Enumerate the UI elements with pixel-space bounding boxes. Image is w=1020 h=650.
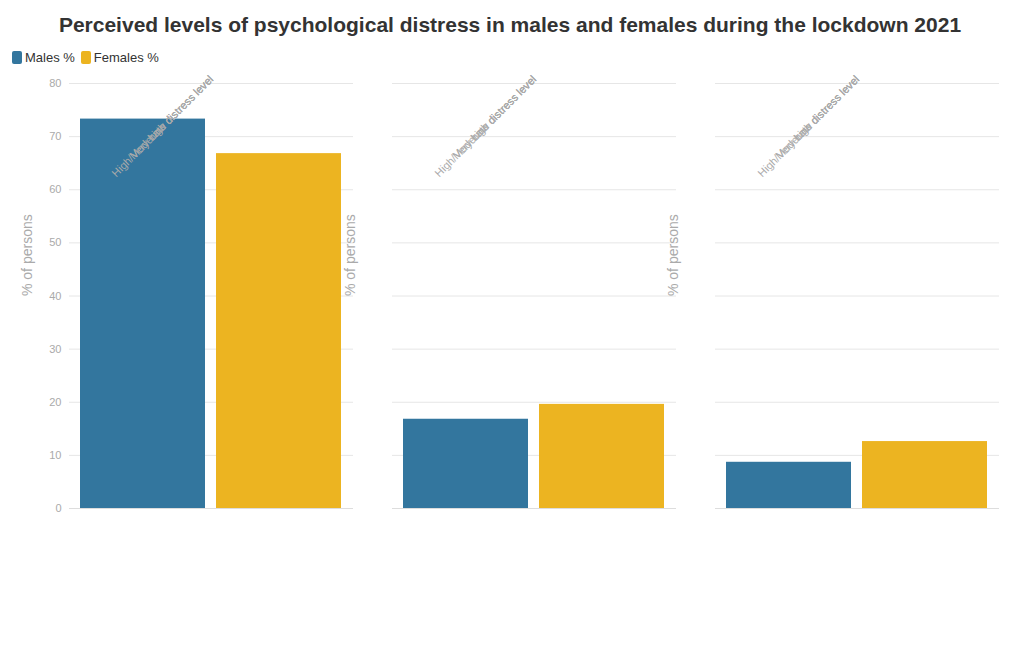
svg-text:70: 70 [49, 130, 61, 142]
svg-text:20: 20 [49, 396, 61, 408]
svg-text:50: 50 [49, 236, 61, 248]
svg-text:60: 60 [49, 183, 61, 195]
svg-text:Moderate distress level: Moderate distress level [126, 72, 216, 162]
svg-text:Low distress level: Low distress level [468, 72, 539, 143]
svg-text:High/Very high distress level: High/Very high distress level [109, 73, 215, 179]
html-text:Females %: Females % [93, 49, 159, 65]
svg-text:% of persons: % of persons [665, 214, 681, 296]
html-text:Perceived levels of psychologi: Perceived levels of psychological distre… [58, 13, 962, 36]
svg-text:30: 30 [49, 343, 61, 355]
svg-text:Low distress level: Low distress level [791, 72, 862, 143]
svg-text:High/Very high distress level: High/Very high distress level [755, 73, 861, 179]
html-text:Males %: Males % [25, 49, 75, 65]
svg-text:80: 80 [49, 77, 61, 89]
svg-text:% of persons: % of persons [19, 214, 35, 296]
svg-text:0: 0 [55, 502, 61, 514]
svg-text:Moderate distress level: Moderate distress level [449, 72, 539, 162]
svg-text:40: 40 [49, 290, 61, 302]
svg-text:Moderate distress level: Moderate distress level [772, 72, 862, 162]
svg-text:% of persons: % of persons [342, 214, 358, 296]
svg-text:10: 10 [49, 449, 61, 461]
svg-text:High/Very high distress level: High/Very high distress level [432, 73, 538, 179]
svg-text:Low distress level: Low distress level [145, 72, 216, 143]
